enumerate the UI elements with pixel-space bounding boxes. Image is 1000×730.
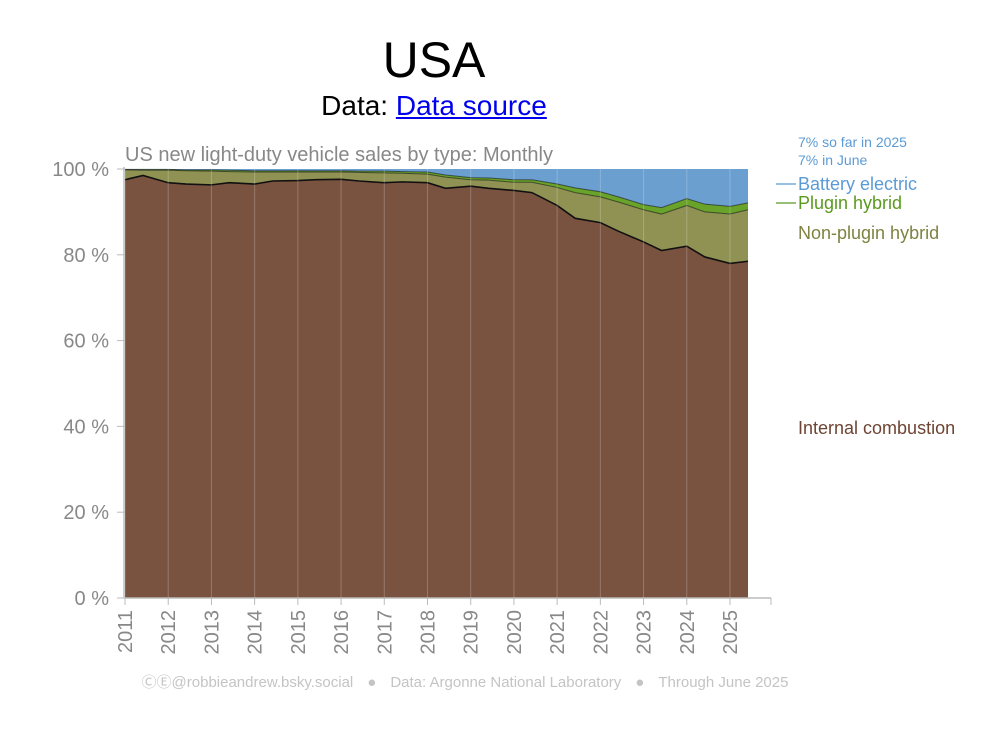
x-tick-label: 2011 xyxy=(115,610,137,653)
footer-through: Through June 2025 xyxy=(658,674,789,691)
page-title: USA xyxy=(382,32,486,88)
y-tick-label: 80 % xyxy=(63,245,109,267)
y-tick-label: 20 % xyxy=(63,502,109,524)
y-tick-label: 0 % xyxy=(75,588,110,610)
legend-label-plugin-hybrid: Plugin hybrid xyxy=(798,193,902,213)
y-tick-label: 60 % xyxy=(63,331,109,353)
footer-handle: ⒸⒺ@robbieandrew.bsky.social xyxy=(141,674,354,691)
chart-title: US new light-duty vehicle sales by type:… xyxy=(125,144,553,166)
y-tick-label: 100 % xyxy=(52,159,109,181)
x-tick-label: 2022 xyxy=(590,610,612,655)
x-tick-label: 2020 xyxy=(504,610,526,655)
x-tick-label: 2018 xyxy=(417,610,439,655)
series-line-internal-combustion xyxy=(124,174,749,265)
legend-label-non-plugin-hybrid: Non-plugin hybrid xyxy=(798,223,939,243)
series-area-battery-electric xyxy=(125,169,748,208)
x-tick-label: 2013 xyxy=(201,610,223,655)
footer-separator: ● xyxy=(635,674,645,691)
series-line-non-plugin-hybrid xyxy=(124,169,749,215)
area-series-group xyxy=(124,168,749,598)
series-area-non-plugin-hybrid xyxy=(125,169,748,264)
page-subtitle: Data: Data source xyxy=(0,88,868,124)
legend: 7% so far in 2025 7% in June Battery elect… xyxy=(776,134,955,438)
legend-label-battery-electric: Battery electric xyxy=(798,174,917,194)
x-tick-label: 2016 xyxy=(331,610,353,655)
tick-labels: 2011 2012 2013 2014 2015 2016 2017 2018 2019 2020… xyxy=(52,159,742,655)
x-tick-label: 2023 xyxy=(634,610,656,655)
x-tick-label: 2012 xyxy=(158,610,180,655)
grid-lines xyxy=(124,169,731,598)
footer: ⒸⒺ@robbieandrew.bsky.social ● Data: Argonn… xyxy=(0,673,930,693)
series-area-internal-combustion xyxy=(125,175,748,598)
x-tick-label: 2025 xyxy=(720,610,742,655)
x-tick-label: 2024 xyxy=(677,610,699,655)
data-source-link[interactable]: Data source xyxy=(395,90,547,121)
footer-source: Data: Argonne National Laboratory xyxy=(390,674,622,691)
annotation-month-share: 7% in June xyxy=(798,152,867,168)
footer-separator: ● xyxy=(367,674,377,691)
y-tick-label: 40 % xyxy=(63,416,109,438)
axes xyxy=(117,167,772,605)
legend-label-internal-combustion: Internal combustion xyxy=(798,418,955,438)
series-line-plugin-hybrid xyxy=(125,168,749,209)
annotation-ytd-share: 7% so far in 2025 xyxy=(798,134,907,150)
x-tick-label: 2019 xyxy=(461,610,483,655)
x-tick-label: 2015 xyxy=(288,610,310,655)
x-tick-label: 2014 xyxy=(245,610,267,655)
subtitle-prefix: Data: xyxy=(321,90,396,121)
x-tick-label: 2021 xyxy=(547,610,569,655)
x-tick-label: 2017 xyxy=(374,610,396,655)
